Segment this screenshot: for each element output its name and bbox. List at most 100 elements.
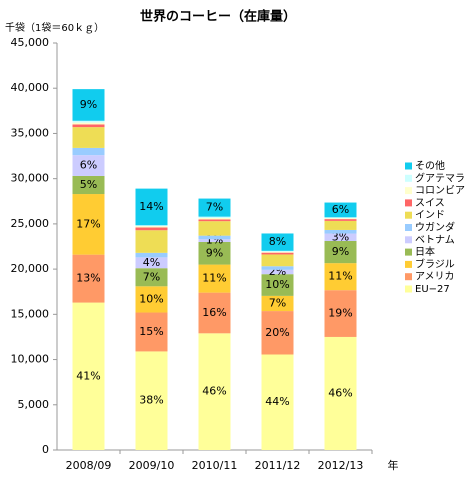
legend-swatch xyxy=(405,174,412,182)
bar-segment xyxy=(135,225,168,227)
bar-segment xyxy=(198,241,231,265)
data-label: 17% xyxy=(76,217,100,230)
y-tick-label: 30,000 xyxy=(11,172,50,185)
bar-segment xyxy=(135,227,168,231)
bar-segment xyxy=(261,295,294,312)
bar-segment xyxy=(72,124,105,128)
y-tick-label: 25,000 xyxy=(11,217,50,230)
x-tick-label: 2008/09 xyxy=(66,459,112,472)
data-label: 9% xyxy=(80,98,97,111)
chart-title: 世界のコーヒー（在庫量） xyxy=(140,9,296,25)
legend-swatch xyxy=(405,248,412,256)
data-label: 15% xyxy=(139,325,163,338)
bar-segment xyxy=(198,333,231,450)
bar-segment xyxy=(324,218,357,220)
bar-segment xyxy=(261,354,294,450)
bar-segment xyxy=(72,122,105,125)
bar-segment xyxy=(324,217,357,219)
data-label: 14% xyxy=(139,200,163,213)
data-label: 20% xyxy=(265,326,289,339)
legend-label: ブラジル xyxy=(415,257,455,270)
data-label: 7% xyxy=(143,270,160,283)
x-axis-label: 年 xyxy=(388,458,399,472)
bar-segment xyxy=(324,202,357,218)
legend-swatch xyxy=(405,162,412,170)
bar-segment xyxy=(135,351,168,450)
bar-segment xyxy=(198,292,231,334)
bar-segment xyxy=(324,290,357,337)
bar-segment xyxy=(135,188,168,226)
data-label: 6% xyxy=(80,159,97,172)
legend-swatch xyxy=(405,187,412,195)
data-label: 10% xyxy=(139,292,163,305)
data-label: 46% xyxy=(202,385,226,398)
legend-swatch xyxy=(405,211,412,219)
bar-segment xyxy=(324,233,357,241)
x-tick-label: 2012/13 xyxy=(318,459,364,472)
data-label: 11% xyxy=(328,270,352,283)
y-tick-label: 5,000 xyxy=(18,398,50,411)
data-label: 7% xyxy=(206,201,223,214)
legend-swatch xyxy=(405,199,412,207)
data-label: 41% xyxy=(76,369,100,382)
bar-segment xyxy=(261,250,294,252)
bar-segment xyxy=(324,219,357,221)
data-label: 6% xyxy=(332,203,349,216)
bar-segment xyxy=(135,268,168,287)
bar-segment xyxy=(198,264,231,293)
y-tick-label: 10,000 xyxy=(11,353,50,366)
bar-segment xyxy=(261,254,294,267)
data-label: 44% xyxy=(265,395,289,408)
bar-segment xyxy=(72,147,105,156)
bar-segment xyxy=(72,302,105,450)
bar-segment xyxy=(135,230,168,253)
bar-segment xyxy=(261,311,294,355)
bar-segment xyxy=(261,252,294,255)
bar-segment xyxy=(261,251,294,253)
bar-segment xyxy=(72,175,105,195)
legend-swatch xyxy=(405,285,412,293)
data-label: 13% xyxy=(76,272,100,285)
legend-label: グアテマラ xyxy=(415,171,465,184)
data-label: 11% xyxy=(202,272,226,285)
bar-segment xyxy=(135,252,168,258)
legend-label: ベトナム xyxy=(415,234,455,246)
bar-segment xyxy=(324,263,357,291)
data-label: 9% xyxy=(332,245,349,258)
bar-segment xyxy=(198,216,231,219)
bar-segment xyxy=(198,235,231,240)
bar-segment xyxy=(72,194,105,255)
y-tick-label: 40,000 xyxy=(11,81,50,94)
bar-segment xyxy=(198,221,231,236)
bar-segment xyxy=(324,336,357,450)
bar-segment xyxy=(261,266,294,270)
bar-segment xyxy=(261,269,294,275)
legend-label: コロンビア xyxy=(415,185,465,197)
bar-segment xyxy=(135,312,168,352)
bar-segment xyxy=(135,286,168,313)
data-label: 8% xyxy=(269,235,286,248)
bar-segment xyxy=(198,218,231,220)
x-tick-label: 2009/10 xyxy=(129,459,175,472)
data-label: 9% xyxy=(206,246,223,259)
legend-label: その他 xyxy=(415,159,445,172)
bar-segment xyxy=(135,257,168,269)
legend-swatch xyxy=(405,224,412,231)
bar-segment xyxy=(72,254,105,303)
bar-segment xyxy=(72,120,105,123)
legend-label: アメリカ xyxy=(415,271,455,283)
legend-swatch xyxy=(405,260,412,268)
y-tick-label: 35,000 xyxy=(11,126,50,139)
y-tick-label: 20,000 xyxy=(11,262,50,275)
legend-swatch xyxy=(405,236,412,244)
legend-label: ウガンダ xyxy=(415,221,455,234)
legend-label: スイス xyxy=(415,198,445,209)
bar-segment xyxy=(324,229,357,234)
legend-label: EU−27 xyxy=(415,284,450,295)
data-label: 46% xyxy=(328,386,352,399)
x-tick-label: 2011/12 xyxy=(255,459,301,472)
y-tick-label: 0 xyxy=(42,443,49,456)
y-tick-label: 15,000 xyxy=(11,307,50,320)
bar-segment xyxy=(324,220,357,230)
